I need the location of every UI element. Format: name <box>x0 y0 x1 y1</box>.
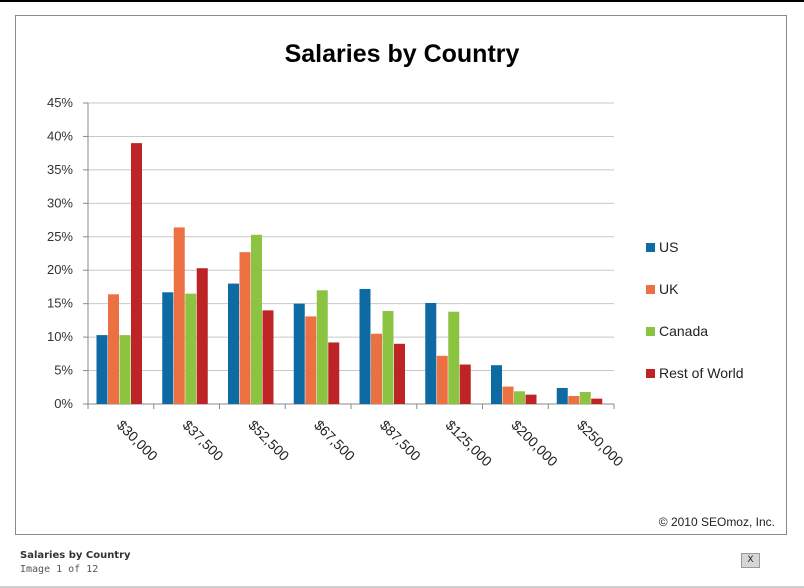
y-tick-label: 10% <box>47 329 73 344</box>
lightbox-top-border <box>0 0 804 2</box>
legend-label: Canada <box>659 323 708 339</box>
close-button[interactable]: X <box>741 553 760 568</box>
y-tick-label: 45% <box>47 95 73 110</box>
bar <box>556 387 568 404</box>
y-tick-label: 35% <box>47 162 73 177</box>
bar <box>591 398 603 404</box>
caption-title: Salaries by Country <box>20 550 131 561</box>
bar <box>448 311 460 404</box>
bar <box>262 310 274 404</box>
y-tick-label: 0% <box>54 396 73 411</box>
legend-label: Rest of World <box>659 365 744 381</box>
bar <box>568 395 580 404</box>
bar <box>196 268 208 404</box>
y-tick-label: 25% <box>47 229 73 244</box>
chart-image-frame: Salaries by Country 0% 5% 10% 15% 20% 25% 30% 3… <box>15 15 787 535</box>
x-tick-label: $37,500 <box>180 417 227 464</box>
legend-label: US <box>659 239 678 255</box>
bar <box>251 234 262 404</box>
bar <box>382 311 394 404</box>
image-counter: Image 1 of 12 <box>20 564 99 575</box>
lightbox-bottom-border <box>0 586 804 588</box>
legend-label: UK <box>659 281 679 297</box>
bar <box>119 335 131 404</box>
bar-chart: 0% 5% 10% 15% 20% 25% 30% 35% 40% 45% $30,000 $37,5… <box>47 95 744 470</box>
bar <box>359 288 371 404</box>
bar <box>162 292 174 404</box>
x-tick-label: $30,000 <box>114 417 161 464</box>
bar <box>394 343 405 404</box>
bar <box>228 283 239 404</box>
bar <box>131 143 142 404</box>
bar <box>173 227 185 404</box>
y-tick-label: 5% <box>54 363 73 378</box>
bar <box>514 391 525 404</box>
bar <box>525 394 537 404</box>
x-tick-label: $67,500 <box>311 417 358 464</box>
image-caption: Salaries by Country Image 1 of 12 <box>20 550 131 575</box>
bar <box>328 342 340 404</box>
legend-swatch <box>646 369 655 378</box>
y-tick-label: 15% <box>47 296 73 311</box>
bar <box>316 290 328 404</box>
chart-title: Salaries by Country <box>284 40 520 68</box>
bar <box>459 364 471 404</box>
legend-swatch <box>646 327 655 336</box>
bar <box>305 316 317 404</box>
bar <box>491 365 502 404</box>
bar <box>436 355 448 404</box>
bar <box>371 333 382 404</box>
x-tick-label: $200,000 <box>508 417 561 470</box>
bar <box>185 293 197 404</box>
legend-swatch <box>646 243 655 252</box>
bar <box>425 302 437 404</box>
y-tick-label: 40% <box>47 128 73 143</box>
x-tick-label: $52,500 <box>245 417 292 464</box>
y-tick-label: 20% <box>47 262 73 277</box>
bar <box>579 391 591 404</box>
bar <box>502 386 514 404</box>
bar <box>96 335 108 404</box>
copyright-text: © 2010 SEOmoz, Inc. <box>658 515 775 529</box>
bar <box>108 294 119 404</box>
legend-swatch <box>646 285 655 294</box>
x-tick-label: $250,000 <box>574 417 627 470</box>
x-tick-label: $87,500 <box>377 417 424 464</box>
bar <box>239 252 251 404</box>
y-tick-label: 30% <box>47 195 73 210</box>
x-tick-label: $125,000 <box>443 417 496 470</box>
bar <box>293 303 305 404</box>
